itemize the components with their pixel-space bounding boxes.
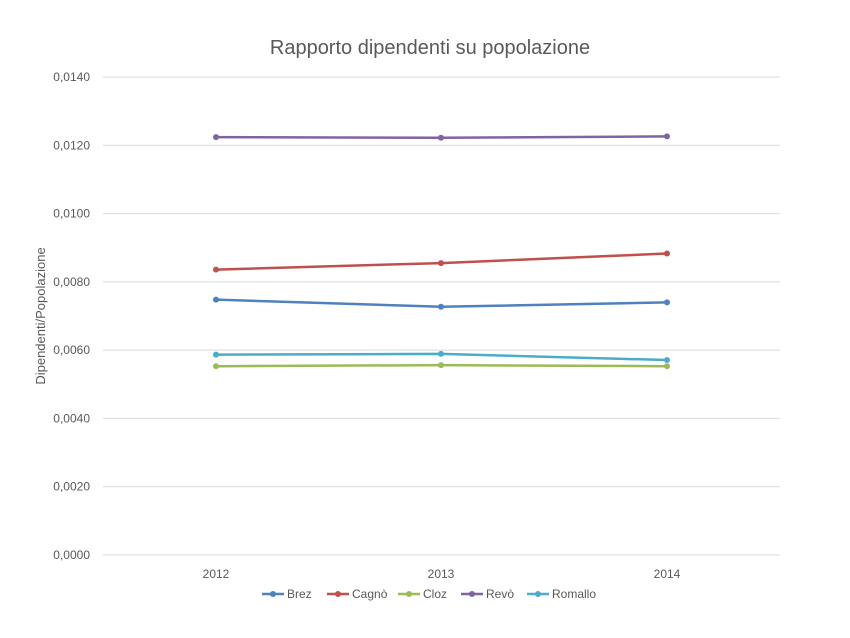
y-tick-label: 0,0040	[53, 411, 90, 425]
data-point	[213, 266, 219, 273]
legend-marker	[535, 591, 541, 597]
data-point	[664, 299, 670, 306]
data-point	[213, 351, 219, 358]
gridlines	[103, 76, 780, 556]
x-tick-label: 2014	[654, 567, 681, 581]
series-revò	[213, 133, 670, 141]
legend-item: Romallo	[527, 587, 596, 601]
y-tick-label: 0,0080	[53, 275, 90, 289]
data-point	[664, 363, 670, 370]
y-tick-label: 0,0060	[53, 343, 90, 357]
legend-item: Brez	[262, 587, 312, 601]
legend-label: Revò	[486, 587, 514, 601]
series-romallo	[213, 350, 670, 364]
legend-label: Romallo	[552, 587, 596, 601]
chart-title: Rapporto dipendenti su popolazione	[270, 37, 590, 59]
series-brez	[213, 296, 670, 310]
y-tick-label: 0,0000	[53, 548, 90, 562]
data-point	[664, 357, 670, 364]
legend-marker	[469, 591, 475, 597]
legend-marker	[335, 591, 341, 597]
legend-item: Cagnò	[327, 587, 388, 601]
data-point	[213, 134, 219, 141]
y-axis-ticks: 0,0000 0,0020 0,0040 0,0060 0,0080 0,0100 0,01…	[53, 70, 90, 562]
data-point	[213, 296, 219, 303]
x-tick-label: 2012	[203, 567, 230, 581]
data-point	[213, 363, 219, 370]
y-tick-label: 0,0120	[53, 138, 90, 152]
legend-label: Cloz	[423, 587, 447, 601]
data-point	[438, 134, 444, 141]
data-point	[664, 133, 670, 140]
legend-item: Cloz	[398, 587, 447, 601]
legend-item: Revò	[461, 587, 514, 601]
data-point	[438, 303, 444, 310]
series-lines	[213, 133, 670, 370]
y-axis-label: Dipendenti/Popolazione	[33, 247, 48, 384]
y-tick-label: 0,0020	[53, 480, 90, 494]
y-tick-label: 0,0100	[53, 207, 90, 221]
x-axis-ticks: 2012 2013 2014	[203, 567, 681, 581]
data-point	[438, 362, 444, 369]
legend: Brez Cagnò Cloz Revò Romallo	[262, 587, 596, 601]
data-point	[438, 260, 444, 267]
legend-label: Brez	[287, 587, 312, 601]
data-point	[664, 250, 670, 257]
x-tick-label: 2013	[428, 567, 455, 581]
legend-marker	[406, 591, 412, 597]
legend-label: Cagnò	[352, 587, 388, 601]
y-tick-label: 0,0140	[53, 70, 90, 84]
series-cloz	[213, 362, 670, 370]
legend-marker	[270, 591, 276, 597]
data-point	[438, 350, 444, 357]
series-cagnò	[213, 250, 670, 273]
